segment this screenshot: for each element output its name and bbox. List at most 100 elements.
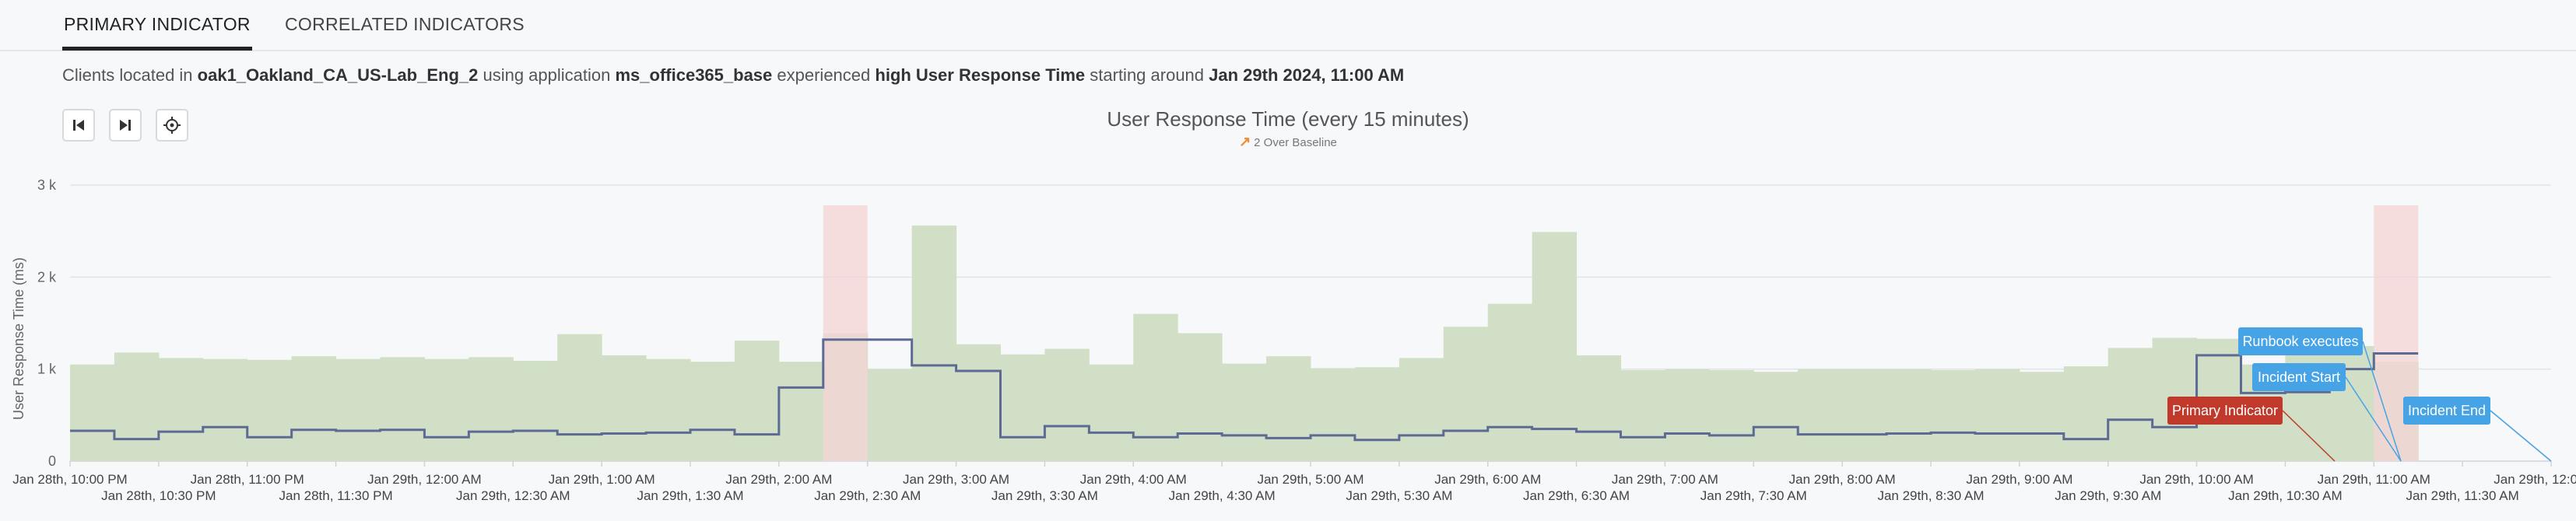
baseline-bar: [734, 340, 780, 461]
application-name: ms_office365_base: [615, 65, 773, 85]
baseline-bar: [2107, 348, 2153, 461]
x-tick-label: Jan 28th, 10:00 PM: [12, 472, 127, 487]
x-tick-label: Jan 29th, 5:30 AM: [1346, 488, 1452, 503]
baseline-bar: [380, 357, 425, 461]
baseline-bar: [513, 361, 558, 461]
x-tick-label: Jan 29th, 1:00 AM: [549, 472, 655, 487]
annotation-connector: [2345, 376, 2402, 462]
baseline-bar: [1753, 372, 1799, 461]
y-tick-label: 3 k: [37, 177, 57, 193]
y-tick-label: 0: [48, 453, 56, 469]
x-tick-label: Jan 29th, 9:30 AM: [2055, 488, 2161, 503]
x-tick-label: Jan 29th, 9:00 AM: [1966, 472, 2072, 487]
x-tick-label: Jan 29th, 2:00 AM: [725, 472, 832, 487]
baseline-bar: [1443, 327, 1489, 461]
x-tick-label: Jan 29th, 12:00 PM: [2494, 472, 2576, 487]
baseline-bar: [646, 358, 691, 461]
baseline-bar: [1044, 348, 1090, 461]
incident-summary: Clients located in oak1_Oakland_CA_US-La…: [62, 65, 1404, 86]
baseline-bar: [1532, 232, 1578, 461]
trend-up-icon: ↗: [1239, 134, 1251, 149]
annotation-box[interactable]: [2403, 397, 2490, 425]
x-tick-label: Jan 28th, 11:30 PM: [279, 488, 392, 503]
baseline-bar: [1266, 356, 1311, 461]
baseline-bar: [1576, 355, 1621, 461]
baseline-bar: [1222, 363, 1267, 461]
baseline-bar: [778, 362, 824, 461]
baseline-bar: [158, 358, 204, 461]
x-tick-label: Jan 29th, 10:00 AM: [2139, 472, 2254, 487]
annotation-box[interactable]: [2167, 397, 2283, 425]
baseline-bar: [1620, 369, 1665, 461]
summary-text: experienced: [772, 65, 876, 85]
x-tick-label: Jan 29th, 3:30 AM: [991, 488, 1098, 503]
baseline-bar: [1311, 368, 1356, 461]
start-time: Jan 29th 2024, 11:00 AM: [1209, 65, 1405, 85]
x-tick-label: Jan 29th, 4:00 AM: [1080, 472, 1187, 487]
recenter-button[interactable]: [156, 109, 188, 142]
baseline-bar: [1177, 333, 1223, 461]
y-axis-title: User Response Time (ms): [11, 257, 26, 420]
crosshair-icon: [163, 117, 181, 134]
x-tick-label: Jan 29th, 11:00 AM: [2318, 472, 2430, 487]
baseline-bar: [1974, 369, 2020, 461]
x-tick-label: Jan 29th, 11:30 AM: [2406, 488, 2519, 503]
x-tick-label: Jan 29th, 2:30 AM: [814, 488, 921, 503]
tab-correlated-indicators[interactable]: CORRELATED INDICATORS: [285, 14, 525, 34]
summary-text: starting around: [1085, 65, 1209, 85]
baseline-bar: [956, 344, 1001, 461]
anomaly-band: [823, 205, 868, 461]
y-tick-label: 2 k: [37, 269, 57, 285]
x-tick-label: Jan 29th, 1:30 AM: [637, 488, 743, 503]
baseline-bar: [867, 369, 913, 461]
annotation-connector: [2362, 341, 2402, 462]
x-tick-label: Jan 28th, 10:30 PM: [101, 488, 216, 503]
x-tick-label: Jan 29th, 12:00 AM: [367, 472, 482, 487]
tab-bar: PRIMARY INDICATOR CORRELATED INDICATORS: [0, 0, 2576, 51]
baseline-bar: [557, 334, 602, 461]
annotation-label: Primary Indicator: [2172, 403, 2278, 418]
baseline-bar: [602, 355, 647, 461]
baseline-bar: [1487, 303, 1533, 461]
x-tick-label: Jan 29th, 8:00 AM: [1789, 472, 1896, 487]
baseline-bar: [1133, 313, 1178, 461]
baseline-bar: [114, 352, 160, 461]
skip-forward-button[interactable]: [109, 109, 142, 142]
skip-back-button[interactable]: [62, 109, 95, 142]
annotation-label: Runbook executes: [2242, 334, 2358, 349]
x-tick-label: Jan 29th, 3:00 AM: [903, 472, 1009, 487]
baseline-bar: [1089, 364, 1134, 461]
baseline-bar: [469, 357, 514, 461]
baseline-bar: [202, 358, 248, 461]
severity-text: high User Response Time: [875, 65, 1086, 85]
baseline-bar: [335, 358, 381, 461]
baseline-bar: [424, 358, 469, 461]
annotation-box[interactable]: [2252, 363, 2346, 391]
annotation-label: Incident Start: [2258, 369, 2340, 385]
baseline-bar: [2019, 372, 2065, 461]
baseline-bar: [1399, 358, 1444, 461]
baseline-bar: [1709, 369, 1754, 461]
y-tick-label: 1 k: [37, 362, 57, 377]
x-tick-label: Jan 29th, 5:00 AM: [1257, 472, 1363, 487]
x-tick-label: Jan 29th, 4:30 AM: [1169, 488, 1276, 503]
response-time-line: [70, 338, 2419, 442]
annotation-box[interactable]: [2238, 327, 2363, 355]
chart-legend[interactable]: ↗ 2 Over Baseline: [0, 134, 2576, 150]
chart-title: User Response Time (every 15 minutes): [1107, 107, 1469, 131]
x-tick-label: Jan 29th, 6:30 AM: [1523, 488, 1630, 503]
baseline-bar: [1886, 369, 1932, 461]
skip-back-icon: [73, 120, 84, 131]
annotation-label: Incident End: [2408, 403, 2486, 418]
summary-text: Clients located in: [62, 65, 198, 85]
tab-primary-indicator[interactable]: PRIMARY INDICATOR: [62, 0, 252, 51]
baseline-bar: [2063, 366, 2109, 461]
x-tick-label: Jan 29th, 7:30 AM: [1700, 488, 1807, 503]
x-tick-label: Jan 29th, 12:30 AM: [456, 488, 570, 503]
x-tick-label: Jan 29th, 7:00 AM: [1612, 472, 1718, 487]
baseline-bar: [1665, 369, 1710, 461]
baseline-bar: [1931, 369, 1976, 461]
baseline-bar: [690, 362, 735, 461]
annotation-connector: [2490, 410, 2552, 462]
